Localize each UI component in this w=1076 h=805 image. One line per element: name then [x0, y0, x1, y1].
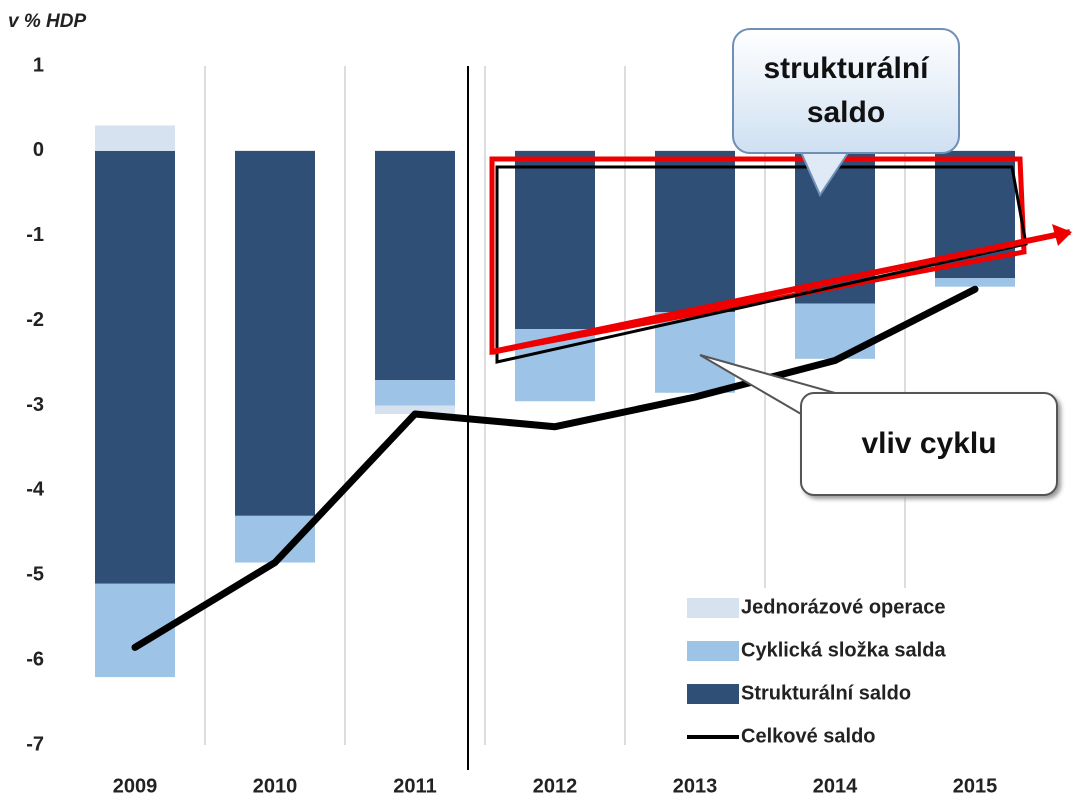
bar-segment	[655, 150, 735, 313]
x-tick-label: 2011	[393, 775, 436, 797]
y-tick-label: -5	[26, 564, 44, 586]
y-tick-label: -3	[26, 394, 44, 416]
bar-segment	[515, 150, 595, 330]
y-tick-label: -2	[26, 309, 44, 331]
bar-segment	[795, 303, 875, 359]
y-tick-label: 1	[33, 54, 44, 76]
arrow-head	[1052, 224, 1072, 246]
x-tick-label: 2013	[673, 775, 718, 797]
callout-cycle: vliv cyklu	[800, 392, 1058, 496]
x-tick-label: 2015	[953, 775, 998, 797]
callout-structural: strukturální saldo	[732, 28, 960, 154]
bar-segment	[375, 150, 455, 381]
legend-label: Cyklická složka salda	[741, 639, 946, 661]
y-tick-label: -1	[26, 224, 44, 246]
callout-tail	[799, 149, 851, 198]
x-tick-label: 2010	[253, 775, 298, 797]
bar-segment	[95, 125, 175, 151]
y-tick-label: -6	[26, 648, 44, 670]
y-tick-label: 0	[33, 139, 44, 161]
bar-segment	[375, 380, 455, 406]
y-tick-label: -4	[26, 479, 45, 501]
legend-label: Celkové saldo	[741, 725, 876, 747]
y-tick-label: -7	[26, 733, 44, 755]
bar-segment	[655, 312, 735, 393]
legend-swatch	[687, 641, 739, 661]
legend-swatch	[687, 684, 739, 704]
legend-label: Strukturální saldo	[741, 682, 911, 704]
x-tick-label: 2009	[113, 775, 158, 797]
legend-label: Jednorázové operace	[741, 596, 946, 618]
line-series	[131, 285, 979, 651]
trend-arrow	[491, 229, 1071, 355]
legend-swatch	[687, 598, 739, 618]
bar-segment	[375, 405, 455, 414]
bar-segment	[935, 278, 1015, 287]
legend-box	[665, 588, 1045, 770]
bar-segment	[235, 150, 315, 516]
x-tick-label: 2012	[533, 775, 578, 797]
bar-segment	[235, 515, 315, 563]
bar-segment	[95, 150, 175, 584]
x-tick-label: 2014	[813, 775, 858, 797]
y-axis-label: v % HDP	[8, 11, 86, 32]
